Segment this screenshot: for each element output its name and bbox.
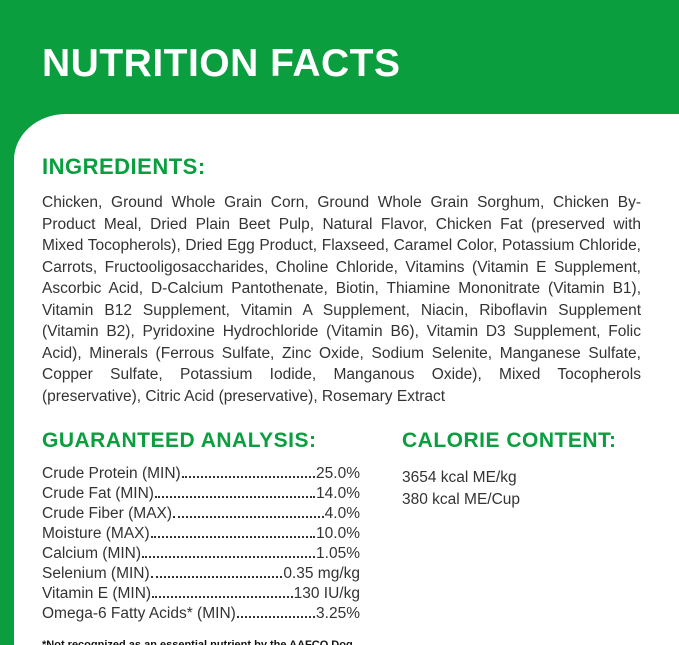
analysis-row-label: Vitamin E (MIN) xyxy=(42,585,152,602)
dot-leader xyxy=(154,496,316,498)
calorie-line: 3654 kcal ME/kg xyxy=(402,469,517,486)
dot-leader xyxy=(150,536,316,538)
analysis-row: Omega-6 Fatty Acids* (MIN) 3.25% xyxy=(42,604,360,624)
dot-leader xyxy=(150,576,283,578)
guaranteed-analysis-section: GUARANTEED ANALYSIS: Crude Protein (MIN)… xyxy=(42,429,360,645)
analysis-calorie-section: GUARANTEED ANALYSIS: Crude Protein (MIN)… xyxy=(42,429,641,645)
analysis-row-label: Moisture (MAX) xyxy=(42,525,150,542)
calorie-line: 380 kcal ME/Cup xyxy=(402,491,521,508)
calorie-lines: 3654 kcal ME/kg 380 kcal ME/Cup xyxy=(402,467,617,511)
analysis-row-value: 10.0% xyxy=(316,525,360,542)
analysis-row-label: Crude Fiber (MAX) xyxy=(42,505,173,522)
analysis-row-value: 4.0% xyxy=(324,505,360,522)
calorie-content-heading: CALORIE CONTENT: xyxy=(402,429,617,452)
analysis-row: Crude Fat (MIN) 14.0% xyxy=(42,484,360,504)
analysis-row-label: Crude Fat (MIN) xyxy=(42,485,154,502)
dot-leader xyxy=(152,596,293,598)
analysis-row-value: 1.05% xyxy=(316,545,360,562)
analysis-row-value: 14.0% xyxy=(316,485,360,502)
header-title: NUTRITION FACTS xyxy=(42,42,401,85)
analysis-row-value: 25.0% xyxy=(316,465,360,482)
dot-leader xyxy=(236,616,316,618)
label-body: INGREDIENTS: Chicken, Ground Whole Grain… xyxy=(14,114,679,645)
dot-leader xyxy=(181,476,316,478)
analysis-row-label: Omega-6 Fatty Acids* (MIN) xyxy=(42,605,236,622)
analysis-row: Vitamin E (MIN) 130 IU/kg xyxy=(42,584,360,604)
guaranteed-analysis-heading: GUARANTEED ANALYSIS: xyxy=(42,429,317,452)
analysis-row: Moisture (MAX) 10.0% xyxy=(42,524,360,544)
analysis-row-label: Selenium (MIN) xyxy=(42,565,150,582)
dot-leader xyxy=(173,516,324,518)
analysis-row-value: 3.25% xyxy=(316,605,360,622)
footnote-text: *Not recognized as an essential nutrient… xyxy=(42,639,353,645)
calorie-content-section: CALORIE CONTENT: 3654 kcal ME/kg 380 kca… xyxy=(402,429,617,645)
analysis-row: Calcium (MIN) 1.05% xyxy=(42,544,360,564)
analysis-row: Crude Fiber (MAX) 4.0% xyxy=(42,504,360,524)
analysis-row-label: Calcium (MIN) xyxy=(42,545,142,562)
analysis-row: Selenium (MIN) 0.35 mg/kg xyxy=(42,564,360,584)
ingredients-text: Chicken, Ground Whole Grain Corn, Ground… xyxy=(42,194,641,405)
analysis-row-value: 130 IU/kg xyxy=(293,585,360,602)
analysis-row: Crude Protein (MIN) 25.0% xyxy=(42,464,360,484)
analysis-row-value: 0.35 mg/kg xyxy=(283,565,360,582)
analysis-row-label: Crude Protein (MIN) xyxy=(42,465,181,482)
ingredients-heading: INGREDIENTS: xyxy=(42,154,206,179)
dot-leader xyxy=(142,556,316,558)
